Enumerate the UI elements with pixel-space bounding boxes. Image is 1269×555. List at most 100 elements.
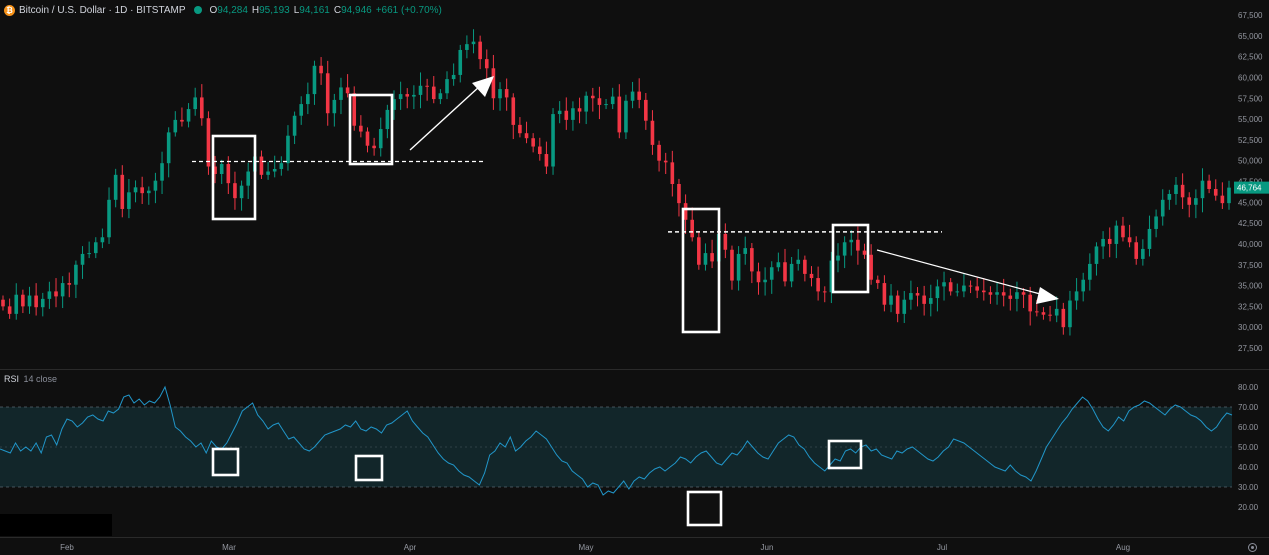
rsi-params: 14 close — [23, 374, 58, 384]
candle-body — [617, 96, 622, 133]
time-tick-label: Apr — [404, 543, 417, 552]
candle-body — [445, 79, 449, 94]
candle-body — [40, 298, 45, 308]
price-tick-label: 62,500 — [1238, 53, 1263, 62]
open-value: 94,284 — [217, 4, 248, 16]
candle-body — [1074, 291, 1079, 301]
price-tick-label: 42,500 — [1238, 219, 1263, 228]
candle-body — [7, 306, 12, 314]
time-tick-label: Aug — [1116, 543, 1130, 552]
candle-body — [730, 249, 734, 281]
rsi-tick-label: 60.00 — [1238, 423, 1259, 432]
candle-body — [624, 100, 628, 133]
candle-body — [1041, 312, 1046, 315]
candle-body — [1200, 180, 1205, 199]
candle-body — [1187, 197, 1192, 205]
candle-body — [537, 146, 542, 155]
low-label: L — [293, 4, 300, 16]
change-value: +661 (+0.70%) — [375, 4, 442, 16]
candle-body — [213, 166, 217, 175]
candle-body — [166, 132, 171, 164]
candle-body — [292, 115, 297, 136]
candle-body — [902, 299, 907, 314]
candle-body — [286, 135, 290, 164]
candle-body — [233, 183, 237, 199]
last-price-label: 46,764 — [1237, 184, 1262, 193]
candle-body — [372, 145, 376, 149]
candle-body — [955, 291, 960, 293]
symbol-header: ₿ Bitcoin / U.S. Dollar · 1D · BITSTAMP … — [4, 3, 446, 17]
candle-body — [637, 91, 641, 100]
candle-body — [962, 285, 966, 292]
candle-body — [809, 273, 814, 279]
highlight-box — [211, 134, 257, 221]
price-tick-label: 37,500 — [1238, 261, 1263, 270]
candle-body — [710, 253, 714, 262]
candle-body — [909, 293, 913, 300]
candle-body — [312, 65, 317, 95]
rsi-line — [0, 385, 1233, 496]
candle-body — [438, 93, 443, 100]
rsi-tick-label: 30.00 — [1238, 483, 1259, 492]
close-label: C — [333, 4, 342, 16]
candle-body — [862, 250, 867, 255]
candle-body — [1054, 308, 1059, 316]
candle-body — [670, 162, 675, 184]
candle-body — [584, 95, 588, 112]
rsi-name: RSI — [4, 374, 20, 384]
candle-body — [511, 97, 516, 125]
candle-body — [431, 86, 436, 100]
candle-body — [597, 98, 602, 105]
candle-body — [378, 129, 383, 149]
candle-body — [299, 104, 304, 116]
candle-body — [683, 203, 688, 220]
candle-body — [484, 59, 489, 69]
candle-body — [186, 109, 191, 122]
price-tick-label: 50,000 — [1238, 157, 1263, 166]
candle-body — [1088, 263, 1092, 280]
candle-body — [1147, 228, 1152, 249]
symbol-title[interactable]: Bitcoin / U.S. Dollar · 1D · BITSTAMP — [19, 4, 186, 16]
candle-body — [47, 291, 52, 299]
candle-body — [239, 185, 244, 199]
candle-body — [750, 248, 754, 272]
rsi-legend[interactable]: RSI 14 close — [4, 374, 57, 384]
candle-body — [451, 74, 456, 80]
candle-body — [325, 73, 330, 114]
candle-body — [736, 253, 741, 281]
candle-body — [776, 262, 781, 268]
candle-body — [677, 183, 681, 204]
candle-body — [895, 295, 900, 314]
candle-body — [1134, 242, 1139, 259]
arrow-head — [472, 76, 494, 97]
candle-body — [200, 97, 204, 119]
candle-body — [663, 160, 668, 163]
candle-body — [1167, 193, 1172, 200]
candle-body — [551, 114, 555, 167]
candle-body — [1048, 314, 1052, 316]
candle-body — [471, 41, 476, 45]
candle-body — [127, 192, 131, 209]
time-tick-label: Mar — [222, 543, 236, 552]
high-value: 95,193 — [259, 4, 290, 16]
candle-body — [1127, 237, 1132, 243]
candle-body — [928, 298, 933, 304]
candle-body — [1141, 248, 1145, 259]
price-tick-label: 32,500 — [1238, 302, 1263, 311]
close-value: 94,946 — [341, 4, 372, 16]
candle-body — [153, 180, 158, 191]
time-tick-label: Jul — [937, 543, 947, 552]
rsi-tick-label: 40.00 — [1238, 463, 1259, 472]
price-tick-label: 52,500 — [1238, 136, 1263, 145]
candle-body — [875, 279, 880, 284]
candle-body — [259, 156, 264, 175]
time-tick-label: May — [578, 543, 593, 552]
candle-body — [1035, 311, 1039, 313]
candle-body — [604, 104, 608, 106]
high-label: H — [251, 4, 260, 16]
candle-body — [544, 154, 549, 167]
candle-body — [1094, 246, 1099, 264]
settings-icon[interactable] — [1248, 543, 1257, 552]
candle-body — [743, 248, 748, 254]
